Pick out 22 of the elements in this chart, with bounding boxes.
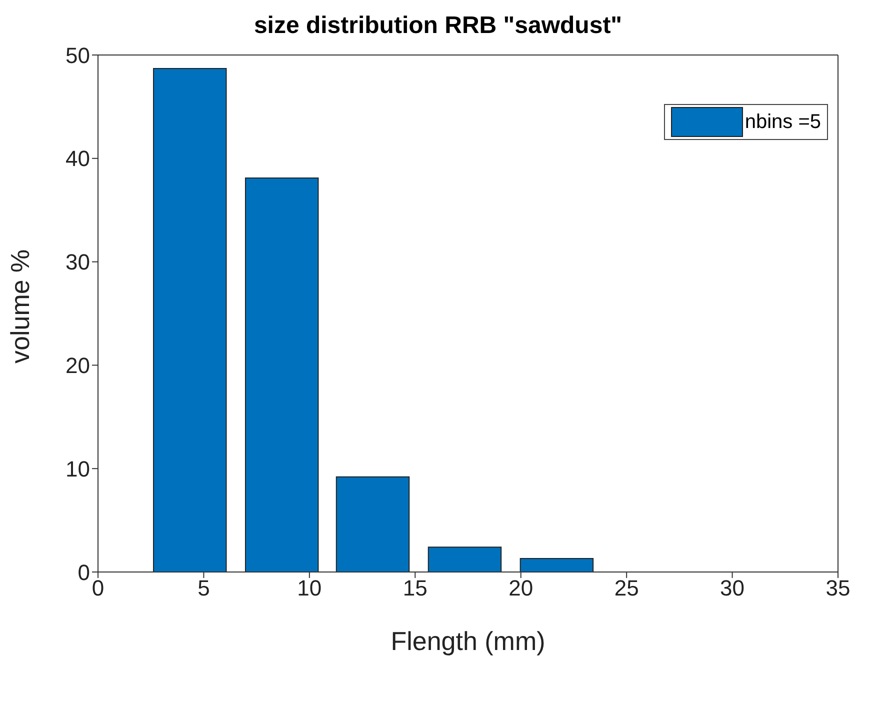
y-axis-title: volume % — [5, 249, 36, 364]
chart-title: size distribution RRB "sawdust" — [252, 11, 624, 41]
bar — [244, 178, 319, 572]
x-tick-label: 25 — [614, 576, 639, 601]
bar — [428, 546, 502, 572]
y-tick-label: 10 — [66, 456, 90, 482]
x-tick-label: 30 — [720, 576, 745, 601]
x-tick-label: 5 — [198, 576, 210, 601]
y-tick-label: 50 — [66, 42, 90, 68]
y-tick-label: 30 — [66, 250, 90, 275]
legend-label: nbins =5 — [744, 110, 821, 134]
bar — [520, 558, 594, 572]
bar — [153, 68, 227, 572]
y-tick-label: 40 — [66, 146, 90, 172]
x-tick-label: 15 — [402, 576, 428, 601]
y-tick-label: 20 — [66, 353, 90, 378]
y-tick-label: 0 — [78, 560, 90, 585]
bar — [336, 476, 410, 572]
x-tick-label: 20 — [508, 576, 534, 601]
x-tick-label: 10 — [297, 576, 322, 601]
x-axis-title: Flength (mm) — [390, 626, 546, 656]
x-tick-label: 35 — [826, 576, 850, 601]
